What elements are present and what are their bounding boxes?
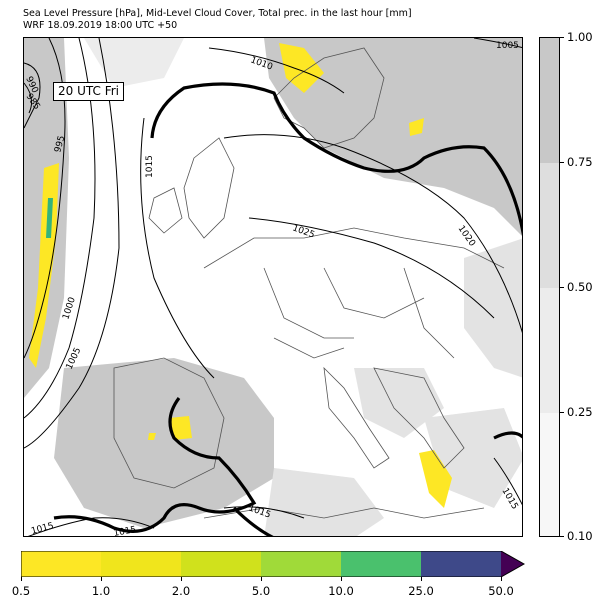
cloud-band	[540, 413, 559, 536]
cloud-cover-colorbar	[539, 37, 560, 537]
bold-isobar-south	[232, 506, 274, 536]
bold-isobar-southwest	[53, 397, 257, 533]
border-2	[323, 267, 425, 319]
precip-norway	[279, 43, 324, 93]
precip-band	[181, 551, 261, 577]
precip-tick	[181, 577, 182, 581]
precip-tick-label: 50.0	[488, 584, 514, 598]
precip-small-1	[148, 433, 156, 440]
isobar-1015-south	[223, 506, 305, 519]
precip-tick	[261, 577, 262, 581]
isobar-1005-ne	[473, 38, 522, 49]
cloud-tick-label: 0.25	[567, 405, 593, 419]
coast-iberia	[113, 357, 225, 489]
bold-isobar-southeast	[493, 431, 522, 440]
isobar-label: 1005	[496, 41, 519, 51]
precip-tick-label: 25.0	[408, 584, 434, 598]
precip-core-atlantic	[46, 198, 53, 238]
precipitation-layer	[29, 43, 452, 508]
cloud-tick	[560, 37, 564, 38]
precip-tick	[341, 577, 342, 581]
time-label: 20 UTC Fri	[53, 82, 124, 101]
coast-italy	[323, 366, 390, 469]
cloud-area-iberia	[54, 358, 274, 528]
precip-band	[341, 551, 421, 577]
isobar-label: 995	[53, 135, 67, 154]
isobar-label: 1020	[456, 224, 477, 249]
isobar-1005	[24, 38, 120, 449]
precip-tick	[421, 577, 422, 581]
bold-isobar-north	[150, 82, 522, 236]
coast-scandinavia	[273, 47, 385, 149]
isobar-label: 1000	[61, 296, 78, 321]
coastline-layer	[113, 47, 505, 519]
border-1	[263, 267, 354, 339]
coast-ireland	[148, 187, 183, 234]
precip-tick	[21, 577, 22, 581]
cloud-area-nw	[84, 38, 184, 88]
isobar-label: 1015	[30, 521, 55, 537]
cloud-tick-label: 1.00	[567, 30, 593, 44]
title-line-1: Sea Level Pressure [hPa], Mid-Level Clou…	[23, 8, 412, 19]
coast-north-africa	[203, 507, 485, 519]
isobar-layer	[24, 38, 522, 536]
precip-tick-label: 10.0	[328, 584, 354, 598]
isobar-label: 1015	[145, 155, 155, 178]
title-line-2: WRF 18.09.2019 18:00 UTC +50	[23, 20, 178, 31]
map-canvas: 990 985 995 1000 1005 1010 1015 1025 102…	[24, 38, 522, 537]
precip-tick-label: 1.0	[91, 584, 111, 598]
precip-extend-arrow	[501, 551, 524, 577]
isobar-1010	[208, 47, 345, 94]
coast-mainland	[203, 227, 505, 269]
precip-tick	[501, 577, 502, 581]
cloud-tick-label: 0.50	[567, 280, 593, 294]
isobar-1000	[24, 38, 96, 419]
map-title: Sea Level Pressure [hPa], Mid-Level Clou…	[23, 8, 412, 32]
cloud-band	[540, 288, 559, 413]
precip-baltic	[409, 118, 424, 136]
cloud-band	[540, 38, 559, 163]
isobar-label: 1015	[247, 503, 272, 520]
precip-band	[101, 551, 181, 577]
isobar-1025	[248, 217, 495, 319]
cloud-area-east	[464, 238, 522, 378]
precip-band	[261, 551, 341, 577]
precip-greece	[419, 450, 452, 508]
precip-colorbar	[21, 551, 525, 577]
isobar-label: 1015	[499, 487, 519, 512]
isobar-label: 1015	[113, 525, 137, 537]
precip-tick-label: 0.5	[11, 584, 31, 598]
isobar-1015-west	[140, 117, 215, 379]
isobar-990	[24, 62, 41, 129]
cloud-tick	[560, 412, 564, 413]
cloud-tick	[560, 287, 564, 288]
isobar-1015-sw	[28, 517, 155, 536]
weather-map[interactable]: 990 985 995 1000 1005 1010 1015 1025 102…	[23, 37, 523, 537]
coast-balkans	[373, 367, 465, 469]
cloud-area-med	[264, 468, 384, 536]
bold-isobar-layer	[53, 82, 522, 536]
precip-band	[21, 551, 101, 577]
border-4	[403, 267, 455, 359]
cloud-tick	[560, 162, 564, 163]
precip-tick	[101, 577, 102, 581]
isobar-1020	[223, 134, 522, 334]
cloud-tick	[560, 536, 564, 537]
cloud-area-scandinavia	[264, 38, 522, 236]
cloud-tick-label: 0.10	[567, 529, 593, 543]
precip-tick-label: 5.0	[251, 584, 271, 598]
isobar-985	[24, 82, 33, 114]
border-3	[273, 337, 345, 359]
cloud-area-balkans	[354, 368, 444, 438]
precip-tick-label: 2.0	[171, 584, 191, 598]
isobar-1015-se	[493, 457, 522, 506]
cloud-tick-label: 0.75	[567, 155, 593, 169]
precip-spain	[169, 416, 192, 440]
precip-band	[421, 551, 501, 577]
coast-british-isles	[183, 137, 235, 239]
cloud-band	[540, 163, 559, 288]
cloud-cover-layer	[24, 38, 522, 536]
